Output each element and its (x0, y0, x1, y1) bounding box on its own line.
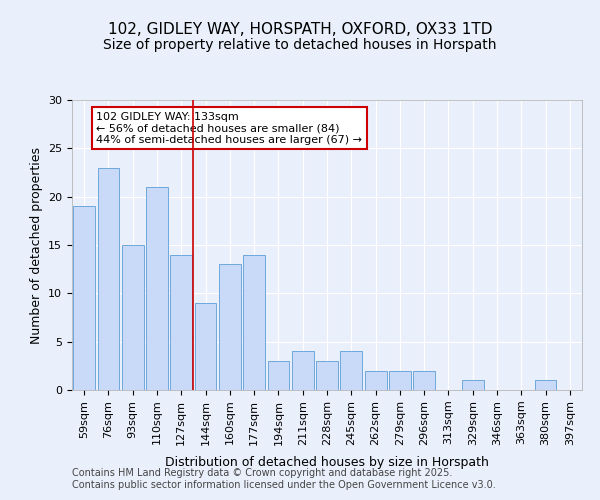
Y-axis label: Number of detached properties: Number of detached properties (29, 146, 43, 344)
Text: Size of property relative to detached houses in Horspath: Size of property relative to detached ho… (103, 38, 497, 52)
Text: 102 GIDLEY WAY: 133sqm
← 56% of detached houses are smaller (84)
44% of semi-det: 102 GIDLEY WAY: 133sqm ← 56% of detached… (96, 112, 362, 145)
Bar (268, 361, 289, 390)
Bar (170, 254, 192, 390)
Bar (243, 254, 265, 390)
Bar (535, 380, 556, 390)
Bar (462, 380, 484, 390)
Bar (292, 352, 314, 390)
Bar (73, 206, 95, 390)
X-axis label: Distribution of detached houses by size in Horspath: Distribution of detached houses by size … (165, 456, 489, 469)
Bar (389, 370, 411, 390)
Bar (194, 303, 217, 390)
Bar (97, 168, 119, 390)
Text: Contains HM Land Registry data © Crown copyright and database right 2025.
Contai: Contains HM Land Registry data © Crown c… (72, 468, 496, 490)
Bar (316, 361, 338, 390)
Bar (413, 370, 435, 390)
Bar (365, 370, 386, 390)
Bar (219, 264, 241, 390)
Bar (122, 245, 143, 390)
Bar (146, 187, 168, 390)
Bar (340, 352, 362, 390)
Text: 102, GIDLEY WAY, HORSPATH, OXFORD, OX33 1TD: 102, GIDLEY WAY, HORSPATH, OXFORD, OX33 … (108, 22, 492, 38)
